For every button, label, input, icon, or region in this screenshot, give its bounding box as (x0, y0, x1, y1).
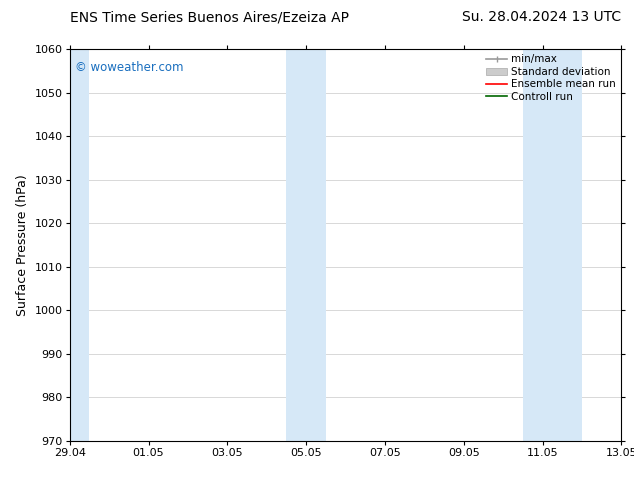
Text: ENS Time Series Buenos Aires/Ezeiza AP: ENS Time Series Buenos Aires/Ezeiza AP (70, 10, 349, 24)
Text: Su. 28.04.2024 13 UTC: Su. 28.04.2024 13 UTC (462, 10, 621, 24)
Y-axis label: Surface Pressure (hPa): Surface Pressure (hPa) (16, 174, 29, 316)
Text: © woweather.com: © woweather.com (75, 61, 184, 74)
Legend: min/max, Standard deviation, Ensemble mean run, Controll run: min/max, Standard deviation, Ensemble me… (483, 51, 619, 105)
Bar (523, 49, 582, 441)
Bar (287, 49, 326, 441)
Bar (70, 49, 89, 441)
